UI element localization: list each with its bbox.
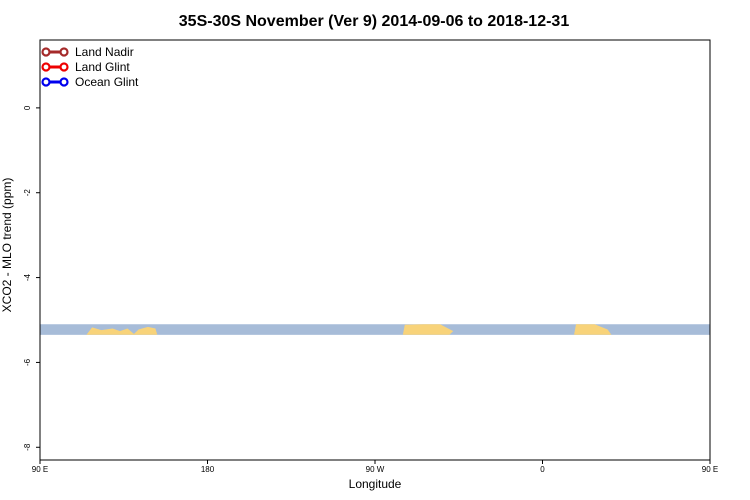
legend-swatch-marker — [41, 47, 51, 57]
x-axis-label: Longitude — [349, 477, 402, 491]
land-australia-west — [86, 327, 135, 335]
legend-item: Land Nadir — [41, 45, 134, 59]
land-south-america — [402, 324, 454, 335]
y-axis: 0 -2 -4 -6 -8 — [23, 105, 40, 451]
chart-title: 35S-30S November (Ver 9) 2014-09-06 to 2… — [179, 13, 570, 30]
x-tick-label: 90 W — [366, 465, 385, 474]
plot-frame — [39, 39, 711, 461]
ocean-strip — [40, 324, 710, 335]
legend-label: Land Nadir — [75, 45, 134, 59]
y-tick-label: -4 — [23, 273, 32, 281]
legend-swatch-marker — [59, 47, 69, 57]
x-tick-label: 90 E — [32, 465, 48, 474]
x-tick-label: 180 — [201, 465, 215, 474]
legend-swatch-marker — [59, 62, 69, 72]
legend-item: Ocean Glint — [41, 75, 139, 89]
legend-swatch-marker — [59, 77, 69, 87]
land-south-africa — [574, 324, 612, 335]
x-axis: 90 E 180 90 W 0 90 E — [32, 460, 718, 474]
legend-item: Land Glint — [41, 60, 130, 74]
legend-swatch-marker — [41, 62, 51, 72]
x-tick-label: 90 E — [702, 465, 718, 474]
y-tick-label: 0 — [23, 105, 32, 110]
y-axis-label: XCO2 - MLO trend (ppm) — [0, 178, 14, 313]
x-tick-label: 0 — [540, 465, 545, 474]
legend-label: Land Glint — [75, 60, 130, 74]
y-tick-label: -6 — [23, 358, 32, 366]
legend-swatch-marker — [41, 77, 51, 87]
map-band — [40, 324, 710, 335]
legend-label: Ocean Glint — [75, 75, 139, 89]
y-tick-label: -8 — [23, 443, 32, 451]
y-tick-label: -2 — [23, 189, 32, 197]
land-australia-east — [133, 326, 158, 335]
